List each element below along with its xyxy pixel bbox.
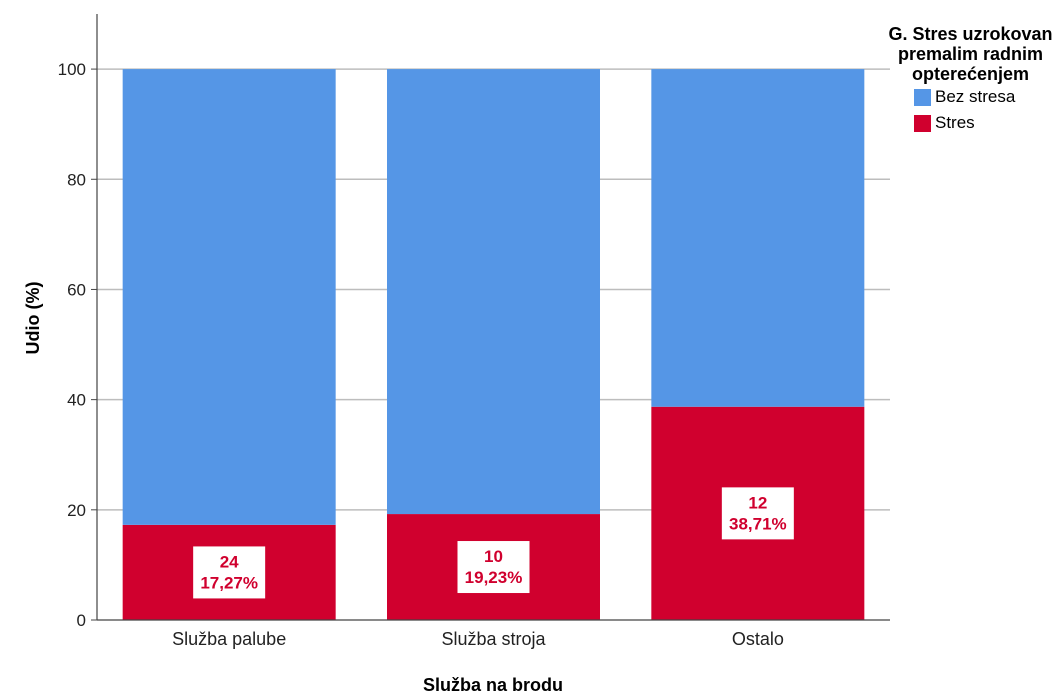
y-tick-label: 40: [67, 391, 86, 410]
data-label: 24 17,27%: [193, 546, 266, 599]
legend-title: G. Stres uzrokovan premalim radnim opter…: [888, 24, 1053, 84]
y-tick-labels: 0 20 40 60 80 100: [58, 60, 97, 630]
x-tick-label: Ostalo: [732, 629, 784, 649]
bar-bez-stresa: [387, 69, 600, 515]
legend-swatch: [914, 114, 931, 132]
legend-label: Bez stresa: [935, 87, 1016, 106]
data-label-box: [721, 487, 794, 540]
legend-swatch: [914, 88, 931, 106]
y-tick-label: 60: [67, 280, 86, 299]
data-label: 10 19,23%: [457, 541, 530, 594]
axes: [96, 14, 890, 621]
legend-item-bez-stresa: Bez stresa: [914, 84, 1053, 110]
data-label-count: 10: [484, 547, 503, 566]
data-label-box: [193, 546, 266, 599]
y-axis-title: Udio (%): [23, 282, 43, 355]
legend-item-stres: Stres: [914, 110, 1053, 136]
x-tick-labels: Služba palube Služba stroja Ostalo: [172, 629, 784, 649]
data-label-box: [457, 541, 530, 594]
y-tick-label: 0: [77, 611, 86, 630]
data-label: 12 38,71%: [721, 487, 794, 540]
legend-label: Stres: [935, 113, 975, 132]
data-label-percent: 38,71%: [729, 514, 787, 533]
data-label-count: 24: [220, 552, 239, 571]
data-labels: 24 17,27% 10 19,23% 12 38,71%: [193, 487, 794, 599]
y-tick-label: 100: [58, 60, 86, 79]
legend: G. Stres uzrokovan premalim radnim opter…: [888, 24, 1053, 136]
x-axis-title: Služba na brodu: [423, 675, 563, 695]
x-tick-label: Služba palube: [172, 629, 286, 649]
x-tick-label: Služba stroja: [441, 629, 546, 649]
y-tick-label: 80: [67, 170, 86, 189]
y-tick-label: 20: [67, 501, 86, 520]
data-label-percent: 19,23%: [465, 568, 523, 587]
bar-bez-stresa: [651, 69, 865, 407]
data-label-percent: 17,27%: [200, 573, 258, 592]
bar-bez-stresa: [122, 69, 336, 525]
data-label-count: 12: [748, 493, 767, 512]
